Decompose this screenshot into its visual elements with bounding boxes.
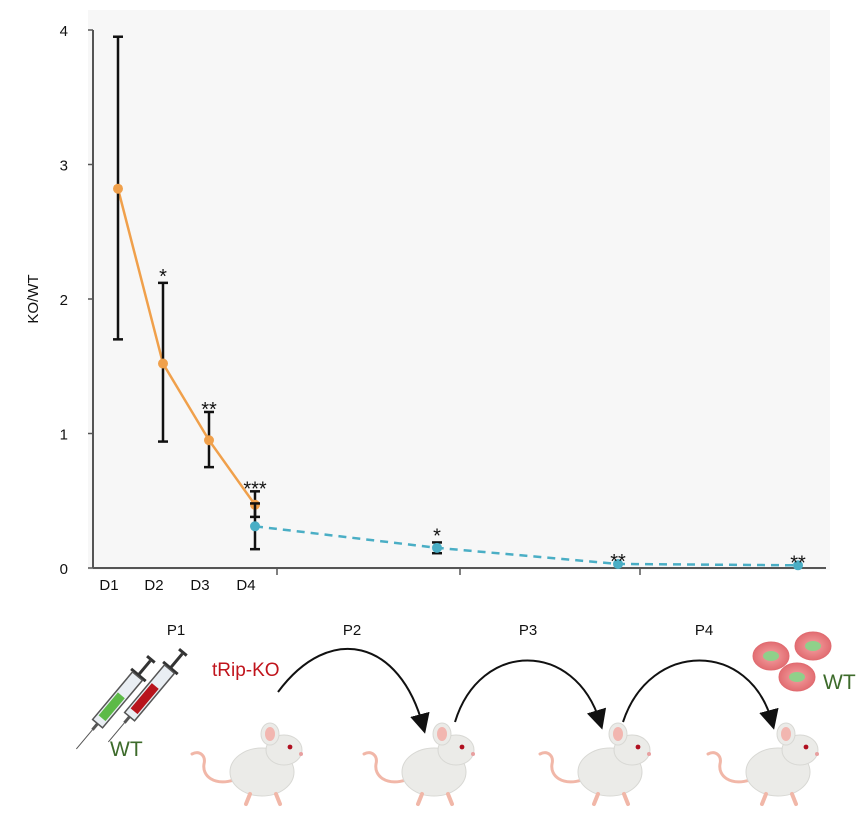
significance-label: ** — [610, 551, 626, 573]
syringe-ko-icon — [107, 648, 188, 743]
y-tick-label: 0 — [60, 561, 68, 578]
passage-label: P3 — [519, 622, 537, 639]
y-tick-label: 3 — [60, 158, 68, 175]
mouse-icon — [706, 722, 819, 806]
passage-label: P4 — [695, 622, 713, 639]
passage-label: P1 — [167, 622, 185, 639]
series-line — [254, 525, 799, 567]
significance-label: * — [159, 266, 167, 288]
syringe-wt-icon — [75, 655, 156, 750]
data-point — [250, 521, 260, 532]
series-layer: ********* ** — [113, 35, 806, 574]
transfer-arrow-3 — [622, 659, 779, 730]
transfer-arrow-2 — [454, 659, 607, 730]
mouse-icon — [190, 722, 303, 806]
data-point — [793, 560, 803, 571]
x-tick-label: D3 — [190, 577, 209, 594]
data-point — [113, 183, 123, 194]
data-point — [432, 542, 442, 553]
x-tick-label: D1 — [99, 577, 118, 594]
x-ticks: D1 D2 D3 D4 — [99, 568, 641, 594]
transfer-arrow-1 — [277, 647, 430, 734]
cell-icon — [752, 641, 790, 671]
y-tick-label: 2 — [60, 292, 68, 309]
data-point — [613, 558, 623, 569]
ko-label: tRip-KO — [212, 660, 280, 681]
significance-label: * — [433, 525, 441, 547]
cells-label: WT — [823, 671, 856, 694]
x-tick-label: D4 — [236, 577, 255, 594]
passage-labels: P1 P2 P3 P4 — [167, 622, 713, 639]
data-point — [204, 435, 214, 446]
significance-label: ** — [790, 552, 806, 574]
cell-icon — [778, 662, 816, 692]
x-tick-label: D2 — [144, 577, 163, 594]
series-line — [116, 188, 257, 506]
data-point — [158, 358, 168, 369]
y-axis-title: KO/WT — [25, 274, 42, 323]
mouse-icon — [362, 722, 475, 806]
significance-label: *** — [243, 478, 267, 500]
y-ticks: 0 1 2 3 4 — [60, 23, 93, 578]
plot-background — [88, 10, 830, 570]
significance-label: ** — [201, 399, 217, 421]
wt-label: WT — [110, 738, 143, 761]
cell-icon — [794, 631, 832, 661]
y-tick-label: 4 — [60, 23, 68, 40]
mouse-icon — [538, 722, 651, 806]
experiment-illustration: WT tRip-KO WT — [75, 631, 856, 806]
y-tick-label: 1 — [60, 427, 68, 444]
passage-label: P2 — [343, 622, 361, 639]
